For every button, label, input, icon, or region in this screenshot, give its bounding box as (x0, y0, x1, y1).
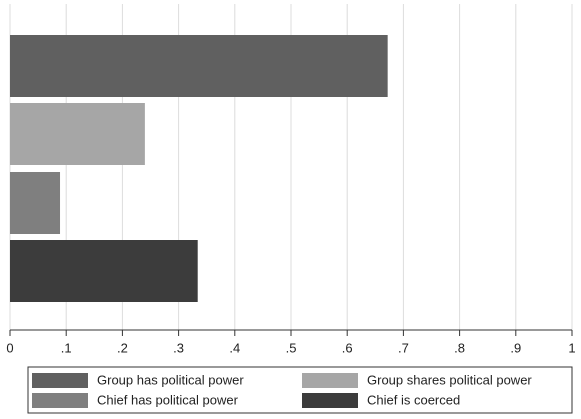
x-tick-label: .3 (173, 340, 184, 355)
x-tick-label: .4 (229, 340, 240, 355)
legend-swatch (32, 373, 88, 388)
x-tick-label: .6 (342, 340, 353, 355)
legend-swatch (32, 393, 88, 408)
legend-label: Group shares political power (367, 372, 532, 387)
bar (10, 172, 61, 234)
legend-label: Chief has political power (97, 392, 239, 407)
x-tick-label: .8 (454, 340, 465, 355)
legend-box (27, 366, 573, 414)
bar (10, 103, 145, 165)
x-tick-label: .7 (398, 340, 409, 355)
x-tick-label: 0 (6, 340, 13, 355)
x-tick-label: .5 (286, 340, 297, 355)
x-tick-label: .9 (510, 340, 521, 355)
legend-label: Chief is coerced (367, 392, 460, 407)
x-tick-label: .1 (61, 340, 72, 355)
legend-swatch (302, 393, 358, 408)
x-tick-label: .2 (117, 340, 128, 355)
legend-swatch (302, 373, 358, 388)
bar (10, 240, 198, 302)
legend-label: Group has political power (97, 372, 244, 387)
bar (10, 35, 388, 97)
x-tick-label: 1 (568, 340, 575, 355)
